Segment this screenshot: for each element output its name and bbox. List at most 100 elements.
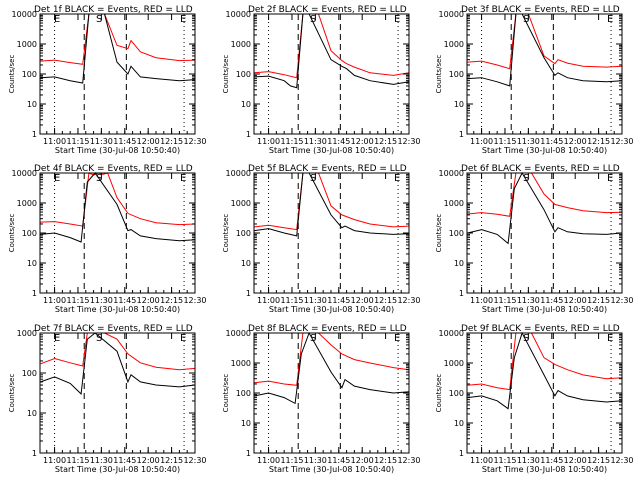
x-tick-label: 11:15 [66,456,89,465]
y-tick-label: 1 [246,289,251,298]
x-tick-label: 12:30 [183,296,206,305]
y-axis-label: Counts/sec [435,55,443,94]
x-tick-label: 11:00 [43,137,66,146]
chart-title: Det 2f BLACK = Events, RED = LLD [248,5,407,15]
x-tick-label: 12:00 [564,137,587,146]
plot-frame [253,172,410,294]
x-axis-label: Start Time (30-Jul-08 10:50:40) [269,465,394,474]
chart-title: Det 1f BLACK = Events, RED = LLD [34,5,193,15]
y-tick-label: 1000 [444,199,464,208]
series-lld-line [254,13,410,79]
chart-panel-1: Det 1f BLACK = Events, RED = LLD 1 10 100 10… [8,5,207,155]
x-axis-label: Start Time (30-Jul-08 10:50:40) [482,146,607,155]
x-tick-label: 11:15 [66,137,89,146]
series-events-line [467,331,623,410]
series-events-line [254,172,410,237]
y-tick-label: 100 [236,229,251,238]
series-events-line [40,332,196,395]
plot-frame [39,13,196,135]
x-tick-label: 12:15 [374,296,397,305]
y-tick-label: 10000 [439,169,464,178]
y-tick-label: 100 [22,229,37,238]
x-tick-label: 11:45 [540,296,563,305]
series-events-line [254,331,410,405]
x-tick-label: 11:30 [304,137,327,146]
x-tick-label: 11:00 [43,296,66,305]
x-tick-label: 11:00 [470,137,493,146]
x-tick-label: 12:15 [587,456,610,465]
marker-label-e: E [180,173,186,184]
x-tick-label: 11:45 [113,296,136,305]
x-tick-label: 12:00 [351,137,374,146]
chart-title: Det 9f BLACK = Events, RED = LLD [461,324,620,334]
x-axis-label: Start Time (30-Jul-08 10:50:40) [482,305,607,314]
x-tick-label: 11:45 [113,456,136,465]
x-axis-label: Start Time (30-Jul-08 10:50:40) [55,465,180,474]
x-tick-label: 11:15 [66,296,89,305]
x-tick-label: 11:00 [470,456,493,465]
y-tick-label: 10 [454,259,464,268]
y-tick-label: 100 [449,229,464,238]
plot-frame [39,172,196,294]
x-tick-label: 12:15 [374,456,397,465]
y-axis-label: Counts/sec [435,214,443,253]
plot-frame [466,172,623,294]
x-tick-label: 12:00 [137,296,160,305]
y-tick-label: 1 [32,130,37,139]
series-lld-line [40,13,196,65]
y-tick-label: 1 [246,130,251,139]
y-tick-label: 1 [32,289,37,298]
x-tick-label: 11:15 [280,456,303,465]
marker-label-e: E [607,173,613,184]
y-tick-label: 10 [454,100,464,109]
x-tick-label: 12:00 [137,456,160,465]
series-lld-line [40,172,196,227]
x-tick-label: 12:00 [564,296,587,305]
y-tick-label: 1000 [231,40,251,49]
y-tick-label: 1 [459,449,464,458]
y-tick-label: 10 [27,100,37,109]
y-tick-label: 1000 [444,40,464,49]
y-tick-label: 100 [236,389,251,398]
plot-frame [253,13,410,135]
y-tick-label: 1000 [231,199,251,208]
x-axis-label: Start Time (30-Jul-08 10:50:40) [55,146,180,155]
x-axis-label: Start Time (30-Jul-08 10:50:40) [55,305,180,314]
x-tick-label: 12:00 [351,456,374,465]
y-tick-label: 10000 [12,169,37,178]
chart-title: Det 7f BLACK = Events, RED = LLD [34,324,193,334]
x-tick-label: 12:15 [587,137,610,146]
x-tick-label: 11:45 [327,137,350,146]
x-tick-label: 12:30 [610,296,633,305]
x-tick-label: 11:15 [493,296,516,305]
series-events-line [40,13,196,84]
y-axis-label: Counts/sec [8,55,16,94]
plot-frame [466,13,623,135]
x-tick-label: 12:15 [160,296,183,305]
marker-label-e: E [394,333,400,344]
series-events-line [254,13,410,89]
marker-label-s: S [96,173,102,184]
x-tick-label: 11:45 [327,456,350,465]
marker-label-s: S [310,333,316,344]
x-tick-label: 11:30 [517,296,540,305]
y-tick-label: 10 [241,259,251,268]
marker-label-s: S [310,173,316,184]
x-axis-label: Start Time (30-Jul-08 10:50:40) [482,465,607,474]
y-tick-label: 10 [27,259,37,268]
chart-panel-9: Det 9f BLACK = Events, RED = LLD 1 10 100 10… [435,324,634,474]
x-tick-label: 12:30 [397,456,420,465]
chart-panel-2: Det 2f BLACK = Events, RED = LLD 1 10 100 10… [222,5,421,155]
y-tick-label: 1 [32,449,37,458]
y-tick-label: 1 [459,289,464,298]
x-tick-label: 12:15 [160,456,183,465]
y-tick-label: 100 [449,389,464,398]
chart-title: Det 6f BLACK = Events, RED = LLD [461,164,620,174]
x-tick-label: 12:30 [610,137,633,146]
x-tick-label: 11:00 [257,456,280,465]
plot-frame [253,332,410,454]
y-tick-label: 10000 [226,329,251,338]
y-tick-label: 100 [449,70,464,79]
y-tick-label: 10000 [12,10,37,19]
x-tick-label: 11:45 [113,137,136,146]
